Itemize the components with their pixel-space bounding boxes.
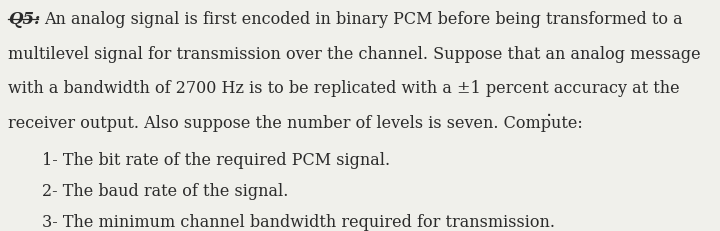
Text: multilevel signal for transmission over the channel. Suppose that an analog mess: multilevel signal for transmission over … — [9, 46, 701, 63]
Text: 1- The bit rate of the required PCM signal.: 1- The bit rate of the required PCM sign… — [42, 152, 390, 169]
Text: ·: · — [546, 107, 552, 126]
Text: An analog signal is first encoded in binary PCM before being transformed to a: An analog signal is first encoded in bin… — [45, 11, 683, 28]
Text: 2- The baud rate of the signal.: 2- The baud rate of the signal. — [42, 183, 288, 200]
Text: 3- The minimum channel bandwidth required for transmission.: 3- The minimum channel bandwidth require… — [42, 214, 554, 231]
Text: receiver output. Also suppose the number of levels is seven. Compute:: receiver output. Also suppose the number… — [9, 115, 583, 132]
Text: Q5:: Q5: — [9, 11, 40, 28]
Text: with a bandwidth of 2700 Hz is to be replicated with a ±1 percent accuracy at th: with a bandwidth of 2700 Hz is to be rep… — [9, 80, 680, 97]
